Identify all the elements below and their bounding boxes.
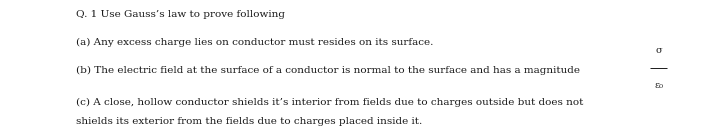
Text: (a) Any excess charge lies on conductor must resides on its surface.: (a) Any excess charge lies on conductor … — [76, 38, 433, 47]
Text: ε₀: ε₀ — [654, 81, 663, 90]
Text: shields its exterior from the fields due to charges placed inside it.: shields its exterior from the fields due… — [76, 117, 422, 126]
Text: σ: σ — [655, 46, 662, 55]
Text: (c) A close, hollow conductor shields it’s interior from fields due to charges o: (c) A close, hollow conductor shields it… — [76, 98, 583, 107]
Text: Q. 1 Use Gauss’s law to prove following: Q. 1 Use Gauss’s law to prove following — [76, 10, 284, 19]
Text: (b) The electric field at the surface of a conductor is normal to the surface an: (b) The electric field at the surface of… — [76, 66, 580, 75]
